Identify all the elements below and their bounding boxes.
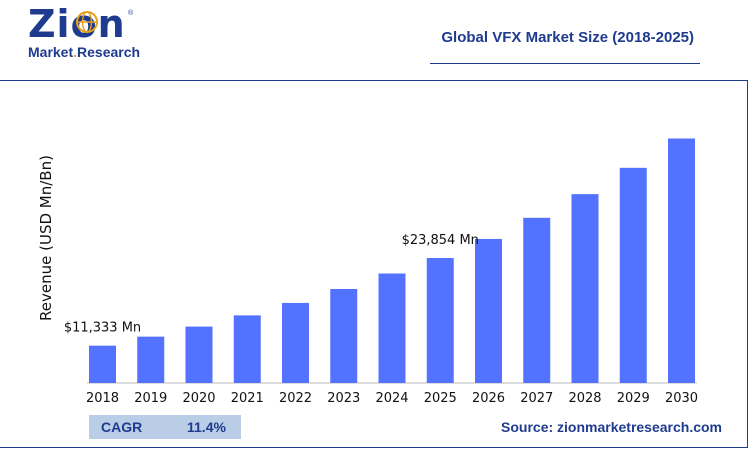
chart-frame (0, 80, 748, 448)
x-tick-2029: 2029 (617, 391, 650, 406)
title-underline (430, 63, 700, 64)
x-tick-2022: 2022 (279, 391, 312, 406)
bar-2020 (185, 326, 213, 383)
bar-2021 (233, 315, 261, 383)
bar-2022 (282, 302, 309, 383)
bar-2028 (571, 194, 599, 383)
bar-2019 (137, 336, 165, 383)
source-text: Source: zionmarketresearch.com (501, 419, 722, 435)
x-tick-2028: 2028 (568, 391, 601, 406)
x-tick-2024: 2024 (375, 391, 408, 406)
x-tick-2021: 2021 (231, 391, 264, 406)
bar-2026 (475, 238, 502, 383)
annotation-2018: $11,333 Mn (64, 321, 141, 336)
cagr-value: 11.4% (187, 419, 226, 435)
bar-2023 (330, 288, 358, 383)
cagr-box: CAGR 11.4% (89, 415, 241, 439)
zion-logo[interactable]: Zion ® Market.Research (28, 2, 168, 64)
x-tick-2019: 2019 (134, 391, 167, 406)
globe-icon (76, 11, 98, 33)
annotation-2025: $23,854 Mn (402, 233, 479, 248)
x-tick-2030: 2030 (665, 391, 698, 406)
header: Zion ® Market.Research Global VFX Market… (0, 0, 750, 66)
x-tick-2025: 2025 (424, 391, 457, 406)
x-tick-2027: 2027 (520, 391, 553, 406)
registered-mark: ® (128, 10, 134, 17)
x-tick-2018: 2018 (86, 391, 119, 406)
x-tick-2020: 2020 (182, 391, 215, 406)
bar-2018 (89, 345, 116, 383)
bar-2029 (619, 167, 647, 383)
bar-2030 (668, 138, 695, 383)
bar-2025 (426, 258, 454, 383)
bar-2024 (378, 273, 406, 383)
chart-title: Global VFX Market Size (2018-2025) (441, 29, 694, 46)
x-tick-2026: 2026 (472, 391, 505, 406)
cagr-label: CAGR (101, 419, 143, 435)
bar-2027 (523, 217, 551, 383)
x-tick-2023: 2023 (327, 391, 360, 406)
logo-subtitle: Market.Research (28, 44, 141, 60)
